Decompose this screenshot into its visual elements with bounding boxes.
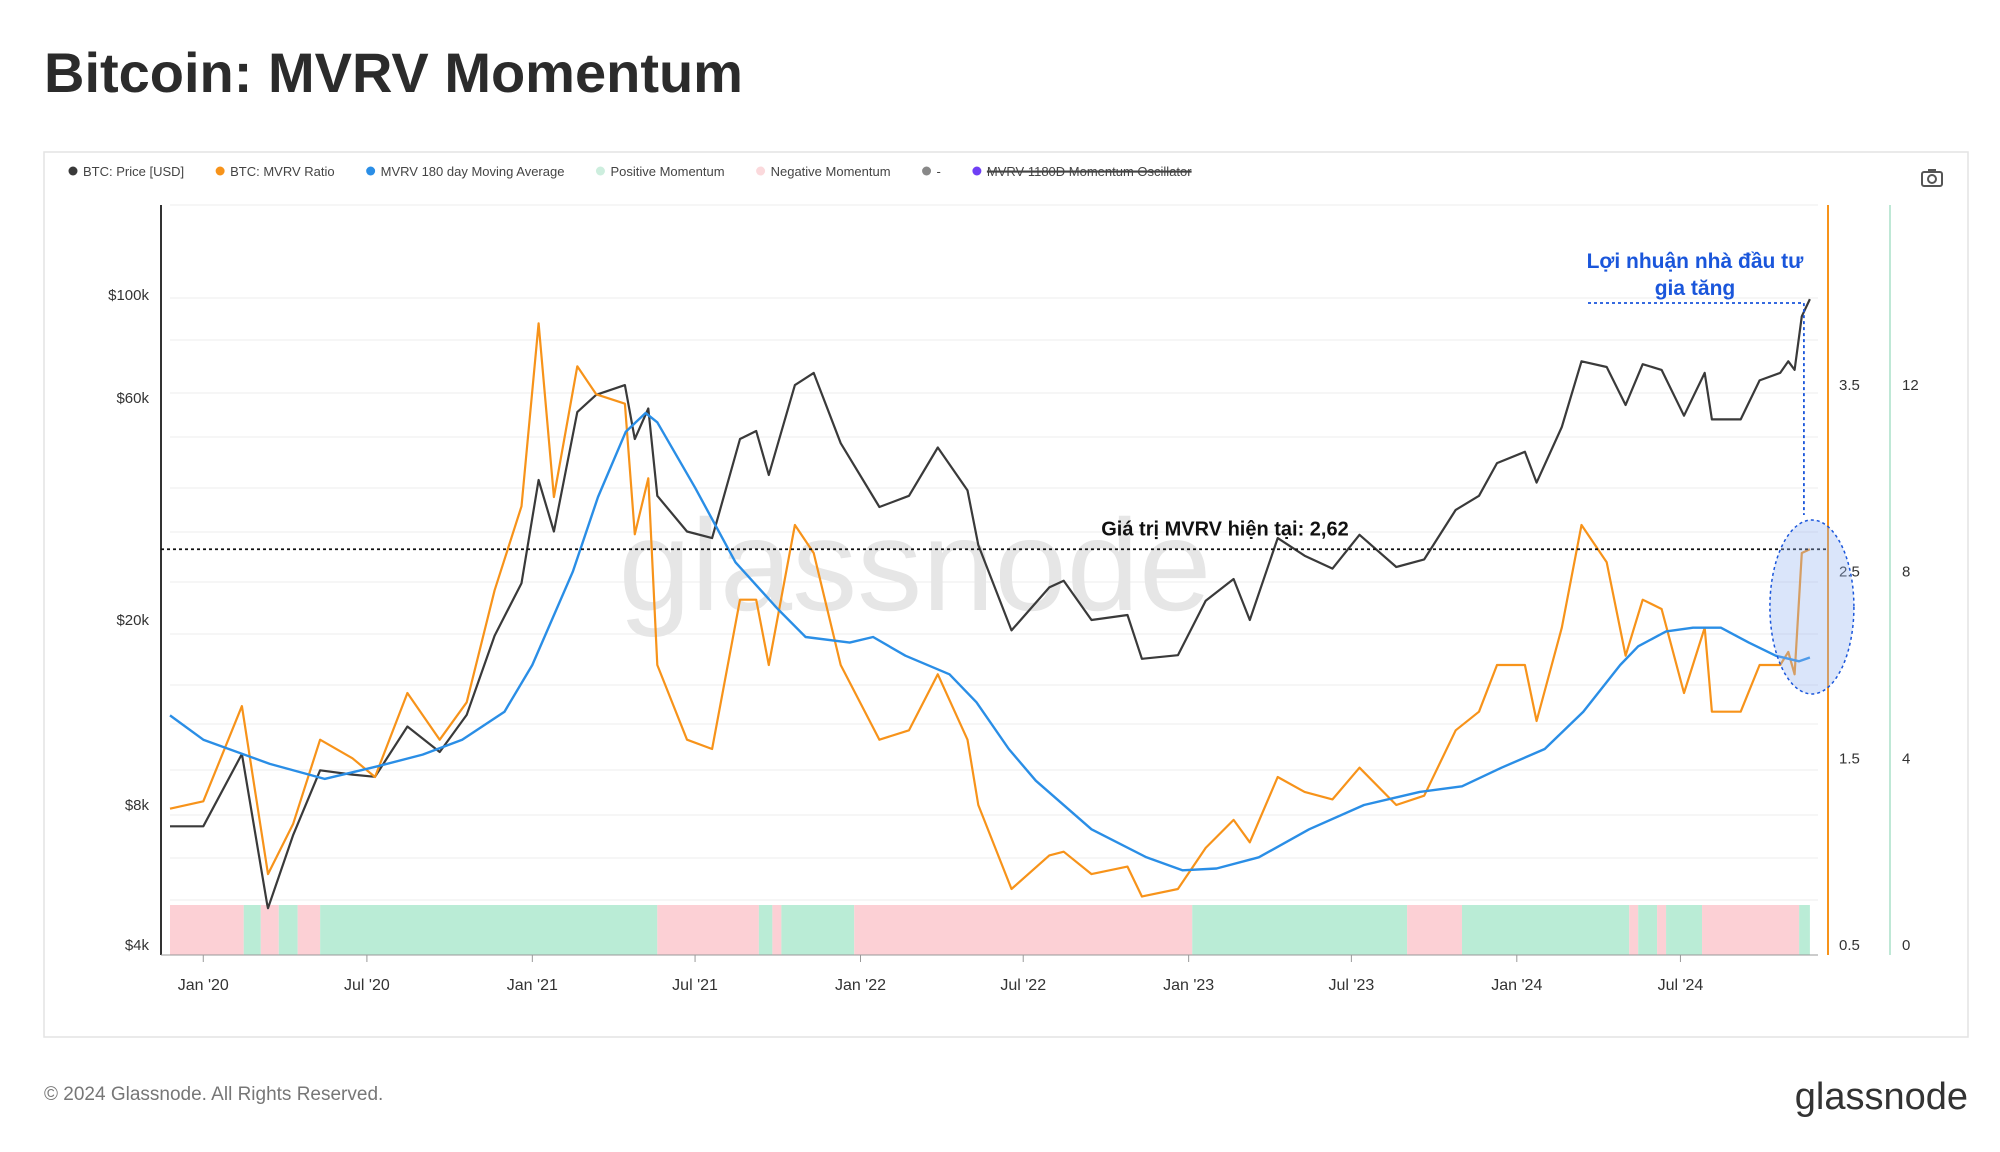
x-axis-tick-label: Jul '21 (672, 977, 718, 994)
legend-label: Negative Momentum (771, 164, 891, 179)
price-axis-tick-label: $8k (125, 797, 150, 814)
legend-item[interactable]: Positive Momentum (595, 164, 725, 179)
annotations: Giá trị MVRV hiện tại: 2,62 Lợi nhuận nhà… (161, 250, 1855, 695)
profit-annotation-line2: gia tăng (1655, 277, 1736, 300)
positive-momentum-band (1666, 905, 1703, 955)
positive-momentum-band (1461, 905, 1630, 955)
oscillator-axis-tick-label: 12 (1902, 377, 1919, 394)
positive-momentum-band (758, 905, 773, 955)
negative-momentum-band (1702, 905, 1800, 955)
mvrv-axis-tick-label: 3.5 (1839, 377, 1860, 394)
profit-annotation-line1: Lợi nhuận nhà đầu tư (1587, 250, 1805, 273)
mvrv-axis-tick-label: 0.5 (1839, 937, 1860, 954)
highlight-ellipse (1769, 519, 1855, 695)
legend-label: BTC: MVRV Ratio (230, 164, 335, 179)
positive-momentum-band (781, 905, 855, 955)
mvrv-axis-tick-label: 1.5 (1839, 750, 1860, 767)
legend-item[interactable]: Negative Momentum (756, 164, 891, 179)
mvrv-axis-tick-label: 2.5 (1839, 564, 1860, 581)
positive-momentum-band (243, 905, 261, 955)
footer-brand-logo: glassnode (1795, 1076, 1968, 1118)
mvrv-ratio-line (169, 322, 1811, 898)
current-mvrv-label: Giá trị MVRV hiện tại: 2,62 (1101, 518, 1348, 540)
legend-label: - (937, 164, 941, 179)
legend-item[interactable]: - (922, 164, 941, 179)
legend-marker-icon (366, 166, 376, 176)
positive-momentum-band (278, 905, 298, 955)
footer-copyright: © 2024 Glassnode. All Rights Reserved. (44, 1084, 383, 1105)
x-axis-tick-label: Jul '23 (1329, 977, 1375, 994)
x-axis-tick-label: Jan '24 (1491, 977, 1542, 994)
x-axis-tick-label: Jan '23 (1163, 977, 1214, 994)
negative-momentum-band (260, 905, 279, 955)
price-axis-tick-label: $4k (125, 937, 150, 954)
legend-marker-icon (972, 166, 982, 176)
positive-momentum-band (320, 905, 658, 955)
x-axis-tick-label: Jul '24 (1658, 977, 1704, 994)
chart-panel (43, 151, 1969, 1038)
negative-momentum-band (170, 905, 244, 955)
price-axis-tick-label: $20k (116, 612, 149, 629)
axes: $4k $8k $20k $60k $100k 0.5 1.5 2.5 3.5 0 4 8 12 Jan … (108, 205, 1919, 994)
price-axis-tick-label: $100k (108, 287, 149, 304)
gridlines (170, 204, 1818, 901)
legend: BTC: Price [USD] BTC: MVRV Ratio MVRV 180 … (68, 164, 1192, 179)
negative-momentum-band (772, 905, 782, 955)
legend-item[interactable]: BTC: Price [USD] (68, 164, 185, 179)
legend-marker-icon (215, 166, 225, 176)
legend-marker-icon (756, 166, 766, 176)
legend-label: BTC: Price [USD] (83, 164, 184, 179)
legend-item[interactable]: BTC: MVRV Ratio (215, 164, 335, 179)
momentum-bands (170, 905, 1810, 955)
negative-momentum-band (297, 905, 321, 955)
page-title: Bitcoin: MVRV Momentum (44, 41, 743, 104)
positive-momentum-band (1192, 905, 1408, 955)
series-group (169, 298, 1811, 910)
legend-marker-icon (595, 166, 605, 176)
oscillator-axis-tick-label: 4 (1902, 750, 1910, 767)
oscillator-axis-tick-label: 0 (1902, 937, 1910, 954)
x-axis-tick-label: Jul '22 (1000, 977, 1046, 994)
negative-momentum-band (657, 905, 759, 955)
camera-icon[interactable] (1921, 169, 1943, 187)
legend-item[interactable]: MVRV 180 day Moving Average (366, 164, 564, 179)
negative-momentum-band (1407, 905, 1462, 955)
positive-momentum-band (1638, 905, 1658, 955)
price-axis-tick-label: $60k (116, 390, 149, 407)
legend-label: Positive Momentum (610, 164, 724, 179)
btc-price-line (170, 298, 1811, 910)
legend-item[interactable]: MVRV 1180D Momentum Oscillator (972, 164, 1192, 179)
x-axis-tick-label: Jan '22 (835, 977, 886, 994)
x-axis-tick-label: Jan '21 (507, 977, 558, 994)
mvrv-180d-ma-line (169, 411, 1811, 872)
negative-momentum-band (854, 905, 1193, 955)
legend-label: MVRV 180 day Moving Average (381, 164, 565, 179)
legend-marker-icon (922, 166, 932, 176)
x-axis-tick-label: Jan '20 (178, 977, 229, 994)
legend-marker-icon (68, 166, 78, 176)
negative-momentum-band (1657, 905, 1667, 955)
positive-momentum-band (1799, 905, 1810, 955)
oscillator-axis-tick-label: 8 (1902, 564, 1910, 581)
negative-momentum-band (1629, 905, 1639, 955)
x-axis-tick-label: Jul '20 (344, 977, 390, 994)
